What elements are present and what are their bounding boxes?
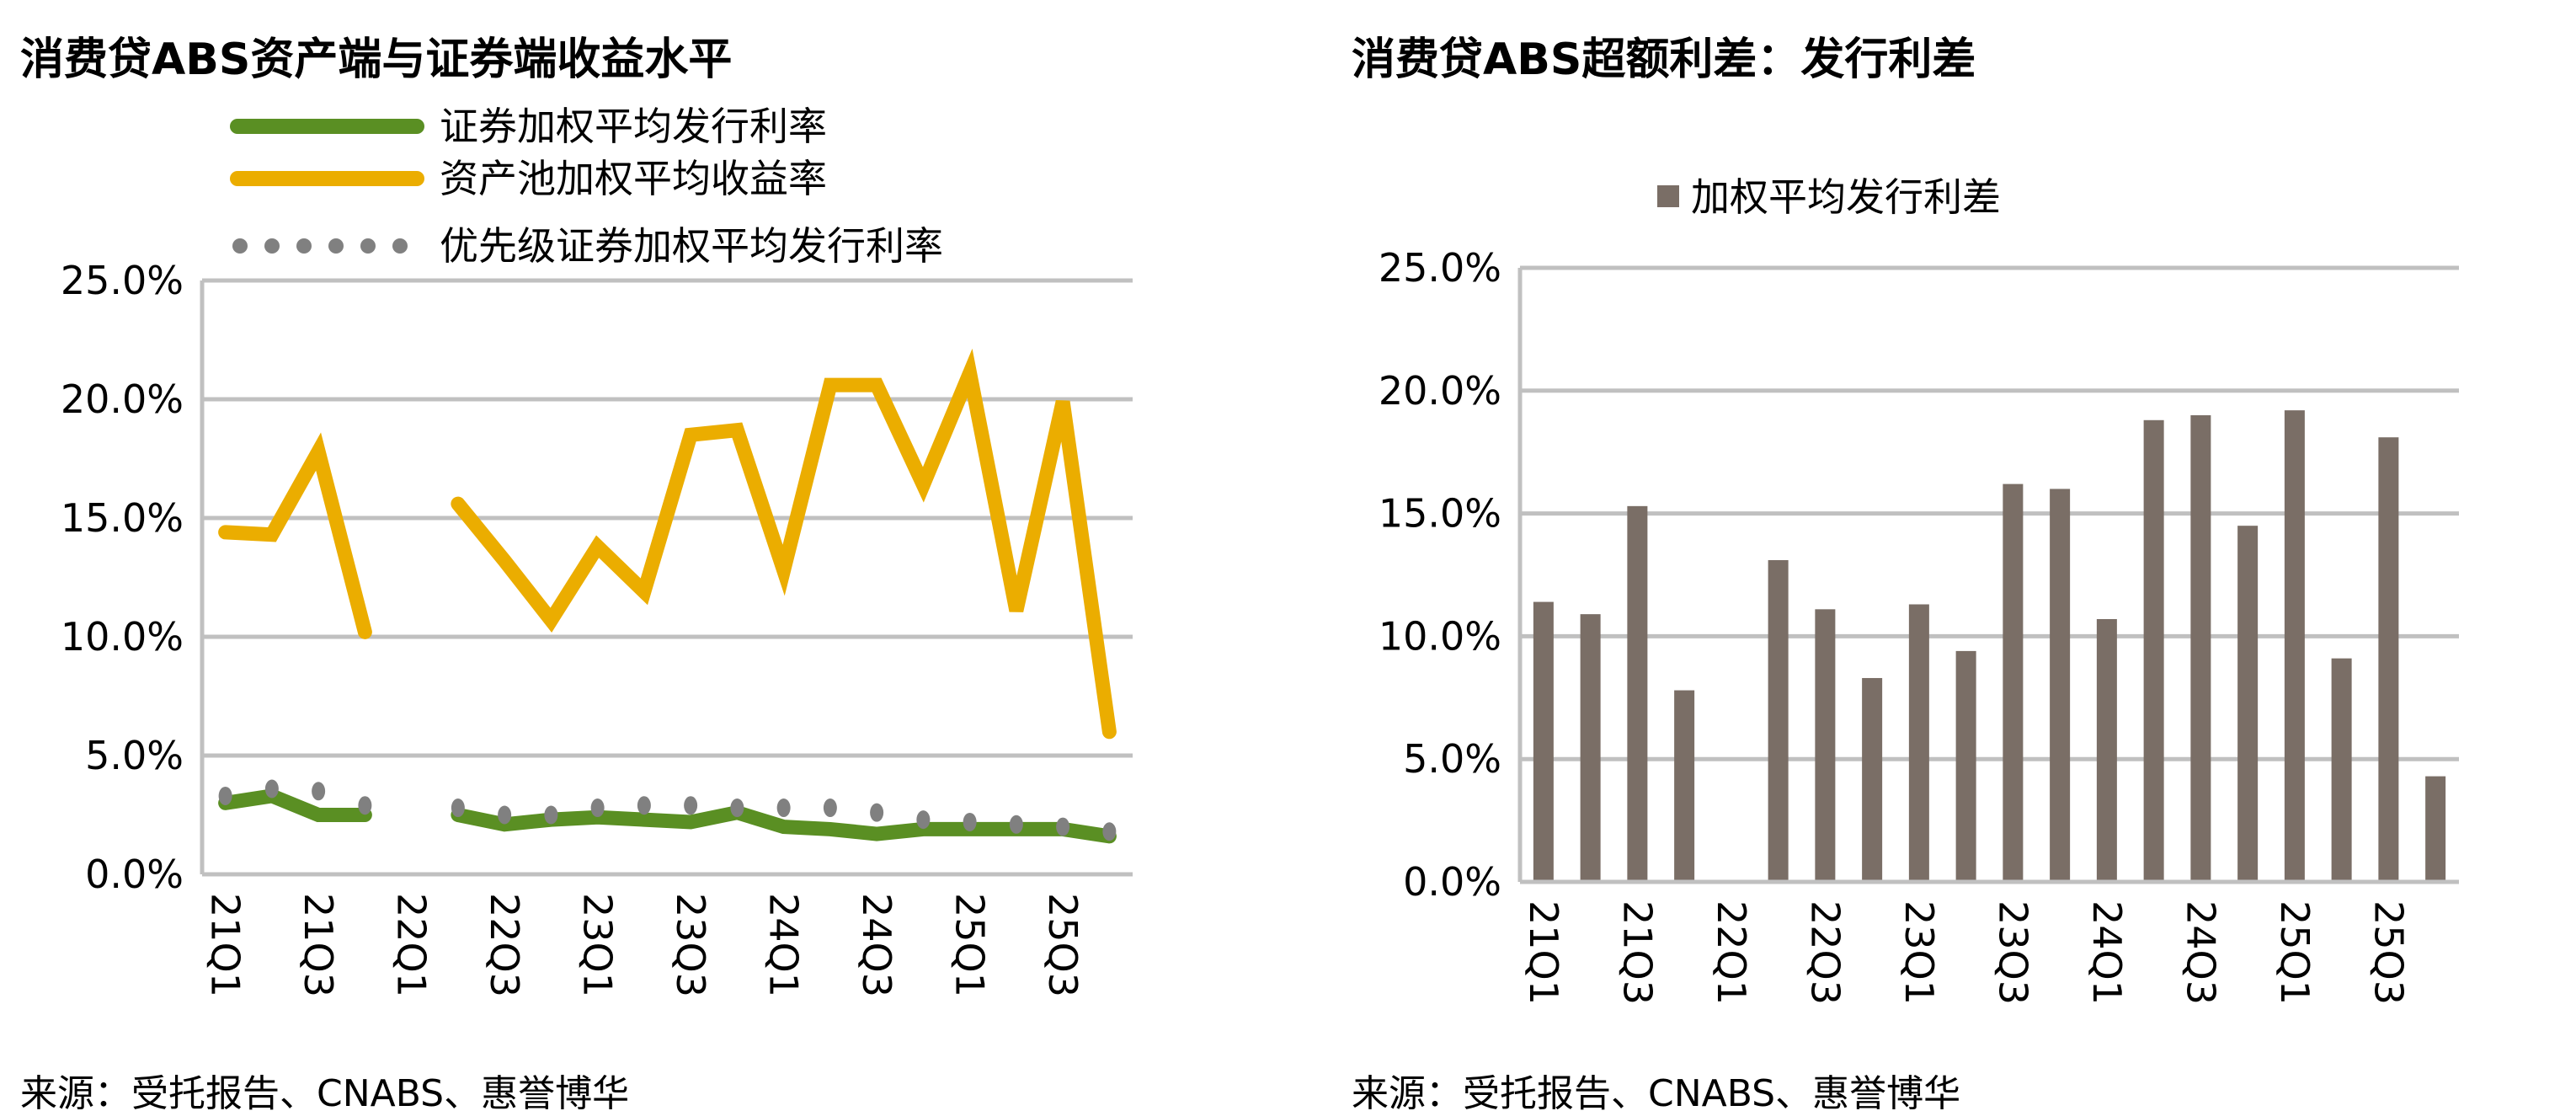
bar-21Q4 bbox=[1674, 690, 1695, 882]
series-point-优先级证券加权平均发行利率 bbox=[218, 786, 232, 805]
series-point-优先级证券加权平均发行利率 bbox=[1009, 815, 1023, 834]
bar-24Q1 bbox=[2096, 618, 2117, 882]
series-point-优先级证券加权平均发行利率 bbox=[451, 799, 465, 818]
right-x-tick-label: 23Q3 bbox=[1990, 900, 2035, 1005]
left-chart-title: 消费贷ABS资产端与证券端收益水平 bbox=[20, 35, 733, 85]
legend-label: 优先级证券加权平均发行利率 bbox=[440, 223, 943, 269]
legend-label: 证券加权平均发行利率 bbox=[440, 104, 827, 149]
legend-marker-dot bbox=[360, 238, 376, 254]
legend-marker-dot bbox=[264, 238, 280, 254]
left-line-chart: 0.0% 5.0% 10.0% 15.0% 20.0% 25.0% 21Q1 21Q3 22Q1… bbox=[61, 104, 1133, 997]
right-x-tick-label: 25Q1 bbox=[2272, 900, 2317, 1005]
right-chart-title: 消费贷ABS超额利差：发行利差 bbox=[1352, 35, 1976, 85]
left-source-note: 来源：受托报告、CNABS、惠誉博华 bbox=[20, 1072, 630, 1111]
right-y-tick-label: 0.0% bbox=[1403, 859, 1501, 905]
right-y-tick-label: 20.0% bbox=[1379, 368, 1501, 414]
right-x-tick-label: 21Q1 bbox=[1521, 900, 1566, 1005]
left-x-tick-label: 21Q1 bbox=[203, 893, 248, 997]
bar-24Q3 bbox=[2190, 414, 2211, 883]
legend-marker-dot bbox=[392, 238, 408, 254]
bar-23Q2 bbox=[1955, 650, 1976, 882]
series-point-优先级证券加权平均发行利率 bbox=[963, 812, 977, 831]
bar-25Q2 bbox=[2331, 658, 2352, 882]
legend-label: 加权平均发行利差 bbox=[1691, 174, 2001, 220]
right-x-tick-label: 24Q1 bbox=[2084, 900, 2130, 1005]
left-x-tick-label: 22Q3 bbox=[482, 893, 527, 997]
left-x-tick-label: 25Q1 bbox=[947, 893, 993, 997]
right-x-tick-label: 21Q3 bbox=[1614, 900, 1660, 1005]
left-x-tick-label: 25Q3 bbox=[1040, 893, 1085, 997]
series-point-优先级证券加权平均发行利率 bbox=[358, 796, 372, 815]
series-line-证券加权平均发行利率 bbox=[218, 788, 372, 822]
series-point-优先级证券加权平均发行利率 bbox=[916, 810, 931, 830]
series-point-优先级证券加权平均发行利率 bbox=[730, 799, 744, 818]
bar-25Q1 bbox=[2284, 410, 2305, 882]
series-point-优先级证券加权平均发行利率 bbox=[870, 803, 884, 822]
left-y-tick-label: 20.0% bbox=[61, 377, 184, 422]
right-bar-chart: 0.0% 5.0% 10.0% 15.0% 20.0% 25.0% 21Q1 21Q3 22Q1… bbox=[1379, 174, 2459, 1005]
right-y-tick-label: 15.0% bbox=[1379, 491, 1501, 537]
series-point-优先级证券加权平均发行利率 bbox=[498, 805, 512, 825]
left-y-tick-label: 0.0% bbox=[85, 852, 184, 897]
series-point-优先级证券加权平均发行利率 bbox=[637, 796, 651, 815]
bar-22Q4 bbox=[1862, 677, 1883, 882]
right-x-tick-label: 23Q1 bbox=[1896, 900, 1942, 1005]
legend-marker-dot bbox=[328, 238, 344, 254]
series-point-优先级证券加权平均发行利率 bbox=[1102, 822, 1117, 841]
right-x-tick-label: 25Q3 bbox=[2365, 900, 2411, 1005]
bar-21Q3 bbox=[1627, 505, 1648, 882]
bar-23Q1 bbox=[1908, 604, 1929, 882]
series-point-优先级证券加权平均发行利率 bbox=[684, 796, 698, 815]
left-y-tick-label: 25.0% bbox=[61, 258, 184, 303]
series-line-资产池加权平均收益率 bbox=[451, 348, 1117, 740]
right-y-tick-label: 10.0% bbox=[1379, 613, 1501, 659]
bar-22Q2 bbox=[1768, 560, 1789, 882]
series-point-优先级证券加权平均发行利率 bbox=[264, 779, 279, 799]
series-point-优先级证券加权平均发行利率 bbox=[823, 799, 837, 818]
right-x-tick-label: 22Q1 bbox=[1709, 900, 1754, 1005]
left-y-tick-label: 15.0% bbox=[61, 495, 184, 541]
right-y-tick-label: 5.0% bbox=[1403, 736, 1501, 782]
bar-21Q1 bbox=[1533, 601, 1554, 882]
left-y-tick-label: 5.0% bbox=[85, 733, 184, 778]
left-x-tick-label: 23Q3 bbox=[668, 893, 713, 997]
left-x-tick-label: 23Q1 bbox=[575, 893, 621, 997]
bar-25Q3 bbox=[2378, 437, 2399, 882]
series-point-优先级证券加权平均发行利率 bbox=[312, 782, 326, 801]
legend-marker-square bbox=[1657, 185, 1679, 207]
bar-24Q4 bbox=[2237, 526, 2259, 882]
series-point-优先级证券加权平均发行利率 bbox=[776, 799, 791, 818]
left-x-tick-label: 21Q3 bbox=[296, 893, 341, 997]
left-x-tick-label: 24Q1 bbox=[761, 893, 807, 997]
bar-21Q2 bbox=[1580, 614, 1601, 882]
legend-marker-dot bbox=[232, 238, 248, 254]
left-y-tick-label: 10.0% bbox=[61, 614, 184, 660]
series-point-优先级证券加权平均发行利率 bbox=[544, 805, 558, 825]
bar-24Q2 bbox=[2143, 419, 2164, 882]
right-source-note: 来源：受托报告、CNABS、惠誉博华 bbox=[1352, 1072, 1961, 1111]
legend-label: 资产池加权平均收益率 bbox=[440, 156, 827, 201]
right-x-tick-label: 22Q3 bbox=[1802, 900, 1848, 1005]
bar-23Q3 bbox=[2003, 483, 2024, 882]
series-line-证券加权平均发行利率 bbox=[451, 804, 1117, 844]
series-line-资产池加权平均收益率 bbox=[218, 432, 372, 639]
bar-23Q4 bbox=[2050, 489, 2071, 882]
series-point-优先级证券加权平均发行利率 bbox=[590, 799, 605, 818]
legend-marker-dot bbox=[296, 238, 312, 254]
bar-22Q3 bbox=[1815, 609, 1836, 882]
left-x-tick-label: 22Q1 bbox=[389, 893, 435, 997]
series-point-优先级证券加权平均发行利率 bbox=[1056, 817, 1070, 836]
left-x-tick-label: 24Q3 bbox=[854, 893, 899, 997]
bar-25Q4 bbox=[2425, 776, 2446, 882]
right-x-tick-label: 24Q3 bbox=[2178, 900, 2223, 1005]
right-y-tick-label: 25.0% bbox=[1379, 245, 1501, 291]
